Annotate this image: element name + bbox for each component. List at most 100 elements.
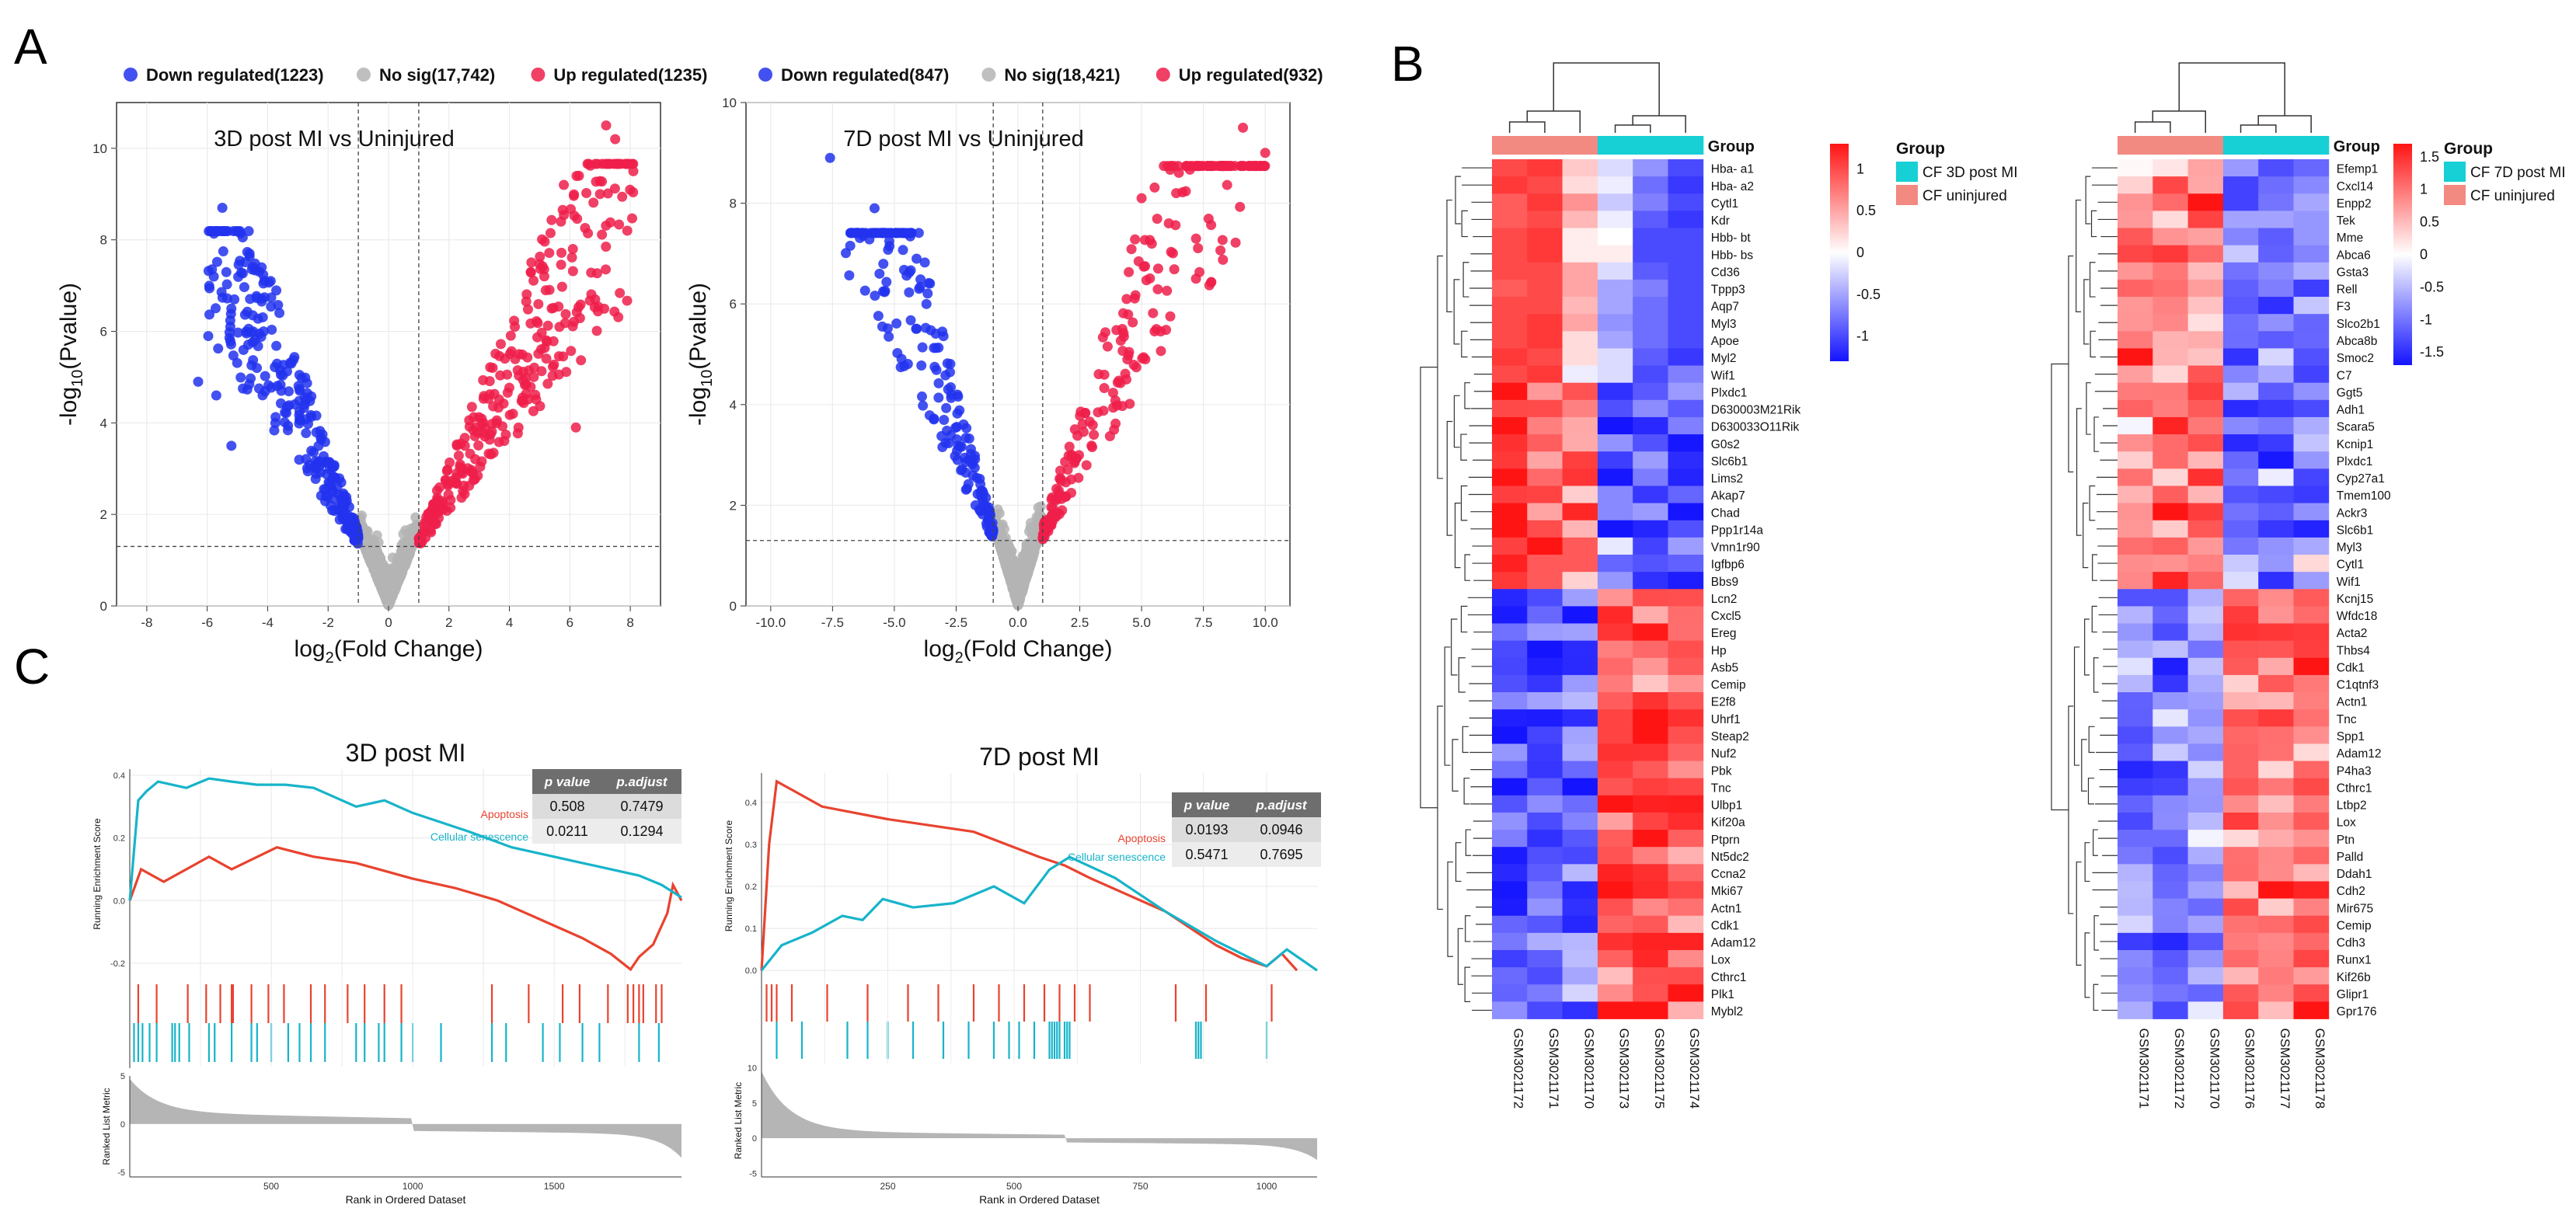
up-point bbox=[556, 247, 567, 258]
heatmap-cell bbox=[2118, 416, 2153, 435]
heatmap-cell bbox=[2187, 640, 2224, 659]
up-point bbox=[1061, 477, 1072, 488]
heatmap-cell bbox=[2152, 279, 2188, 298]
up-point bbox=[542, 378, 553, 389]
heatmap-cell bbox=[1492, 795, 1528, 813]
heatmap-cell bbox=[2118, 984, 2153, 1002]
heatmap-cell bbox=[1492, 159, 1528, 177]
row-label: Tnc bbox=[2337, 713, 2357, 726]
down-point bbox=[267, 324, 277, 335]
heatmap-cell bbox=[2222, 623, 2259, 642]
up-point bbox=[518, 366, 528, 377]
heatmap-cell bbox=[1633, 778, 1668, 796]
heatmap-cell bbox=[1597, 623, 1633, 642]
heatmap-cell bbox=[2118, 159, 2153, 177]
up-point bbox=[466, 402, 477, 413]
dendrogram-branch bbox=[1437, 705, 1443, 910]
heatmap-cell bbox=[1492, 176, 1528, 194]
heatmap-cell bbox=[1633, 674, 1668, 693]
heatmap-cell bbox=[2152, 847, 2188, 865]
heatmap-cell bbox=[1597, 451, 1633, 469]
up-point bbox=[570, 422, 581, 433]
heatmap-cell bbox=[2293, 348, 2330, 366]
group-bar-cell bbox=[1668, 136, 1704, 155]
heatmap-cell bbox=[2293, 451, 2330, 469]
dendrogram-branch bbox=[1457, 928, 1463, 985]
metric-tick-label: 0 bbox=[752, 1134, 757, 1144]
es-tick-label: 0.0 bbox=[113, 896, 125, 906]
heatmap-cell bbox=[2118, 623, 2153, 642]
up-point bbox=[526, 257, 537, 268]
y-tick-label: 8 bbox=[100, 233, 107, 248]
heatmap-cell bbox=[2258, 864, 2294, 882]
es-tick-label: 0.3 bbox=[745, 841, 757, 850]
heatmap-cell bbox=[1597, 348, 1633, 366]
color-scale-label: -1 bbox=[1856, 329, 1869, 344]
up-point bbox=[1140, 261, 1151, 272]
down-point bbox=[873, 311, 884, 322]
gsea-plot-7d: 7D post MI 0.4 0.3 0.2 0.1 0.0 Running Enrichm… bbox=[723, 743, 1321, 1206]
heatmap-cell bbox=[1492, 503, 1528, 521]
row-label: Cxcl5 bbox=[1711, 610, 1741, 623]
heatmap-cell bbox=[1633, 915, 1668, 934]
color-scale-bar bbox=[1830, 144, 1849, 361]
color-scale-label: 0.5 bbox=[2420, 214, 2439, 230]
dendrogram-branch bbox=[2084, 842, 2090, 883]
row-label: Nuf2 bbox=[1711, 747, 1737, 761]
heatmap-cell bbox=[1562, 830, 1598, 848]
row-label: Spp1 bbox=[2337, 730, 2365, 743]
heatmap-cell bbox=[1668, 984, 1704, 1002]
nosig-point bbox=[1000, 551, 1011, 562]
up-point bbox=[1087, 420, 1098, 430]
x-axis-label: Rank in Ordered Dataset bbox=[979, 1193, 1100, 1206]
heatmap-cell bbox=[1527, 554, 1563, 573]
heatmap-cell bbox=[2293, 520, 2330, 538]
heatmap-cell bbox=[2222, 245, 2259, 263]
heatmap-cell bbox=[2258, 967, 2294, 985]
down-point bbox=[252, 363, 263, 374]
down-point bbox=[294, 406, 305, 416]
row-label: Kcnj15 bbox=[2337, 593, 2373, 606]
heatmap-cell bbox=[2187, 1001, 2224, 1019]
heatmap-cell bbox=[2187, 709, 2224, 727]
heatmap-cell bbox=[2118, 674, 2153, 693]
heatmap-cell bbox=[2152, 692, 2188, 710]
down-point bbox=[972, 489, 983, 500]
up-point bbox=[1136, 193, 1147, 204]
up-point bbox=[1203, 214, 1214, 225]
heatmap-cell bbox=[2258, 898, 2294, 917]
heatmap-cell bbox=[2187, 589, 2224, 607]
group-bar-cell bbox=[1562, 136, 1598, 155]
up-point bbox=[484, 376, 495, 387]
heatmap-cell bbox=[2118, 657, 2153, 676]
heatmap-cell bbox=[2258, 399, 2294, 418]
up-point bbox=[510, 322, 521, 332]
heatmap-cell bbox=[1633, 416, 1668, 435]
heatmap-cell bbox=[2258, 228, 2294, 246]
ranked-metric-area bbox=[762, 1071, 1317, 1161]
heatmap-cell bbox=[1668, 864, 1704, 882]
heatmap-cell bbox=[1633, 709, 1668, 727]
row-label: Hba- a1 bbox=[1711, 163, 1754, 176]
dendrogram-branch bbox=[2257, 115, 2312, 133]
row-label: Myl2 bbox=[1711, 352, 1737, 365]
metric-tick-label: 5 bbox=[120, 1072, 125, 1081]
dendrogram-branch bbox=[2087, 778, 2094, 805]
heatmap-cell bbox=[2118, 262, 2153, 280]
up-point bbox=[1213, 161, 1224, 172]
down-point bbox=[904, 287, 915, 298]
down-point bbox=[233, 271, 244, 282]
heatmap-cell bbox=[2152, 348, 2188, 366]
down-point bbox=[884, 241, 895, 252]
x-tick-label: 250 bbox=[880, 1181, 895, 1192]
heatmap-cell bbox=[1527, 830, 1563, 848]
heatmap-cell bbox=[1562, 640, 1598, 659]
up-point bbox=[469, 412, 479, 423]
table-header-padjust: p.adjust bbox=[1255, 798, 1308, 813]
heatmap-cell bbox=[1633, 657, 1668, 676]
heatmap-cell bbox=[1597, 314, 1633, 332]
row-label: Abca8b bbox=[2337, 335, 2378, 348]
up-point bbox=[521, 289, 532, 300]
up-point bbox=[628, 165, 639, 176]
nosig-point bbox=[1027, 531, 1037, 541]
